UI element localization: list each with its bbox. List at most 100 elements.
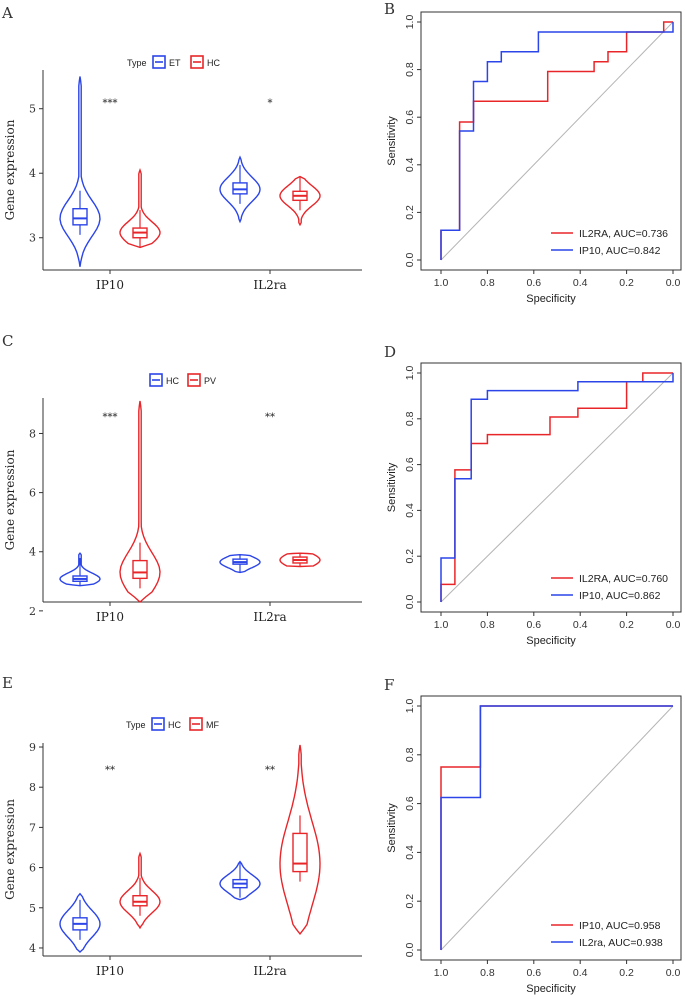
panel-letter-e: E bbox=[2, 674, 13, 692]
panel-a-y-axis-label: Gene expression bbox=[3, 119, 17, 220]
panel-d-x-tick-label: 1.0 bbox=[434, 619, 449, 631]
panel-e-y-tick-label: 7 bbox=[29, 821, 36, 834]
panel-c-legend-key bbox=[187, 373, 201, 387]
panel-b-x-tick-label: 0.2 bbox=[619, 277, 634, 289]
panel-f-legend-label: IL2ra, AUC=0.938 bbox=[579, 937, 663, 949]
panel-d-plot-frame bbox=[420, 362, 682, 613]
panel-a-legend-label: ET bbox=[169, 58, 181, 68]
panel-b-x-tick-label: 0.8 bbox=[480, 277, 495, 289]
panel-d-roc-curve-ip10 bbox=[440, 373, 674, 602]
panel-e-legend-title: Type bbox=[126, 720, 146, 730]
panel-d-legend-label: IP10, AUC=0.862 bbox=[579, 590, 661, 602]
panel-e-y-tick-label: 6 bbox=[29, 862, 36, 875]
panel-a-legend-title: Type bbox=[127, 58, 147, 68]
panel-f-y-tick-label: 1.0 bbox=[404, 699, 416, 714]
panel-e-significance-label: ** bbox=[265, 765, 275, 776]
panel-c-violin-hc bbox=[59, 552, 101, 587]
panel-c-legend-label: HC bbox=[166, 376, 179, 386]
panel-e-y-tick-label: 4 bbox=[29, 942, 36, 955]
panel-letter-d: D bbox=[384, 343, 396, 361]
panel-c-y-tick-label: 4 bbox=[29, 546, 36, 559]
panel-d-y-axis-label: Sensitivity bbox=[386, 462, 398, 512]
panel-b-x-tick-label: 1.0 bbox=[434, 277, 449, 289]
panel-c-legend-key bbox=[149, 373, 163, 387]
panel-letter-a: A bbox=[1, 4, 13, 22]
panel-a-y-tick-label: 5 bbox=[29, 103, 36, 116]
panel-d-diagonal-reference bbox=[440, 372, 674, 603]
panel-b-legend-label: IL2RA, AUC=0.736 bbox=[579, 228, 668, 240]
panel-c-x-tick-label: IP10 bbox=[96, 610, 124, 624]
panel-d-x-tick-label: 0.2 bbox=[619, 619, 634, 631]
panel-d-y-tick-label: 0.6 bbox=[404, 457, 416, 472]
panel-a-legend-key bbox=[190, 55, 204, 69]
panel-b-y-tick-label: 1.0 bbox=[404, 15, 416, 30]
panel-f-roc-curve-il2ra bbox=[440, 705, 673, 950]
panel-f-y-tick-label: 0.0 bbox=[404, 943, 416, 958]
panel-d-y-tick-label: 1.0 bbox=[404, 366, 416, 381]
panel-e-box-mf bbox=[292, 832, 308, 873]
panel-f-legend-label: IP10, AUC=0.958 bbox=[579, 920, 661, 932]
panel-b-y-tick-label: 0.8 bbox=[404, 62, 416, 77]
panel-a-x-tick-label: IL2ra bbox=[253, 278, 286, 292]
panel-a-box-et bbox=[72, 208, 88, 226]
panel-a-legend-label: HC bbox=[207, 58, 220, 68]
panel-c-violin-pv bbox=[279, 552, 321, 568]
panel-c-y-tick-label: 8 bbox=[29, 427, 36, 440]
panel-f-x-tick-label: 0.4 bbox=[573, 967, 588, 979]
panel-d-y-tick-label: 0.4 bbox=[404, 503, 416, 518]
panel-c-violin-chart: 2 4 6 8 Gene expression IP10 *** IL2ra ** HC PV bbox=[3, 373, 362, 624]
panel-c-y-tick-label: 2 bbox=[29, 605, 36, 618]
panel-a-y-tick-label: 3 bbox=[29, 232, 36, 245]
panel-a-significance-label: * bbox=[268, 98, 273, 109]
panel-b-x-tick-label: 0.0 bbox=[666, 277, 681, 289]
panel-a-y-tick-label: 4 bbox=[29, 167, 36, 180]
panel-c-legend-label: PV bbox=[204, 376, 216, 386]
panel-d-roc-chart: 1.0 0.8 0.6 0.4 0.2 0.0 0.0 0.2 0.4 0.6 0.8 1.0 Spec… bbox=[386, 362, 682, 647]
panel-d-x-tick-label: 0.0 bbox=[666, 619, 681, 631]
panel-a-violin-hc bbox=[119, 167, 161, 249]
panel-e-legend-label: MF bbox=[206, 720, 219, 730]
panel-c-significance-label: *** bbox=[103, 412, 118, 423]
panel-f-y-tick-label: 0.6 bbox=[404, 796, 416, 811]
panel-f-x-tick-label: 0.6 bbox=[526, 967, 541, 979]
panel-a-violin-chart: 3 4 5 Gene expression IP10 *** IL2ra * Type ET HC bbox=[3, 55, 362, 292]
panel-e-y-tick-label: 9 bbox=[29, 741, 36, 754]
panel-b-x-axis-label: Specificity bbox=[526, 293, 576, 305]
panel-e-y-tick-label: 8 bbox=[29, 781, 36, 794]
panel-f-x-axis-label: Specificity bbox=[526, 983, 576, 995]
panel-f-x-tick-label: 0.2 bbox=[619, 967, 634, 979]
panel-e-violin-hc bbox=[219, 860, 261, 901]
panel-d-legend-label: IL2RA, AUC=0.760 bbox=[579, 573, 668, 585]
panel-e-violin-chart: 4 5 6 7 8 9 Gene expression IP10 ** IL2ra ** Type HC… bbox=[3, 717, 362, 978]
panel-f-x-tick-label: 1.0 bbox=[434, 967, 449, 979]
panel-e-y-axis-label: Gene expression bbox=[3, 799, 17, 900]
panel-e-legend-key bbox=[189, 717, 203, 731]
panel-c-y-tick-label: 6 bbox=[29, 487, 36, 500]
panel-f-y-tick-label: 0.8 bbox=[404, 747, 416, 762]
panel-letter-f: F bbox=[384, 676, 394, 694]
panel-c-violin-pv bbox=[119, 400, 161, 603]
panel-e-x-tick-label: IP10 bbox=[96, 964, 124, 978]
panel-e-violin-mf bbox=[119, 851, 161, 930]
panel-b-x-tick-label: 0.4 bbox=[573, 277, 588, 289]
panel-b-y-axis-label: Sensitivity bbox=[386, 116, 398, 166]
panel-d-y-tick-label: 0.8 bbox=[404, 411, 416, 426]
panel-d-y-tick-label: 0.0 bbox=[404, 595, 416, 610]
panel-b-y-tick-label: 0.2 bbox=[404, 205, 416, 220]
panel-b-roc-chart: 1.0 0.8 0.6 0.4 0.2 0.0 0.0 0.2 0.4 0.6 0.8 1.0 Spec… bbox=[386, 11, 682, 305]
panel-b-legend-label: IP10, AUC=0.842 bbox=[579, 245, 661, 257]
panel-f-y-axis-label: Sensitivity bbox=[386, 803, 398, 853]
panel-b-y-tick-label: 0.6 bbox=[404, 110, 416, 125]
panel-d-x-tick-label: 0.8 bbox=[480, 619, 495, 631]
panel-c-x-tick-label: IL2ra bbox=[253, 610, 286, 624]
panel-a-violin-et bbox=[219, 155, 261, 224]
panel-a-violin-et bbox=[59, 76, 101, 267]
panel-c-significance-label: ** bbox=[265, 412, 275, 423]
panel-f-y-tick-label: 0.2 bbox=[404, 894, 416, 909]
panel-b-y-tick-label: 0.0 bbox=[404, 253, 416, 268]
panel-b-y-tick-label: 0.4 bbox=[404, 157, 416, 172]
panel-c-box-pv bbox=[132, 559, 148, 580]
panel-d-y-tick-label: 0.2 bbox=[404, 549, 416, 564]
panel-a-legend-key bbox=[152, 55, 166, 69]
panel-e-legend-key bbox=[151, 717, 165, 731]
